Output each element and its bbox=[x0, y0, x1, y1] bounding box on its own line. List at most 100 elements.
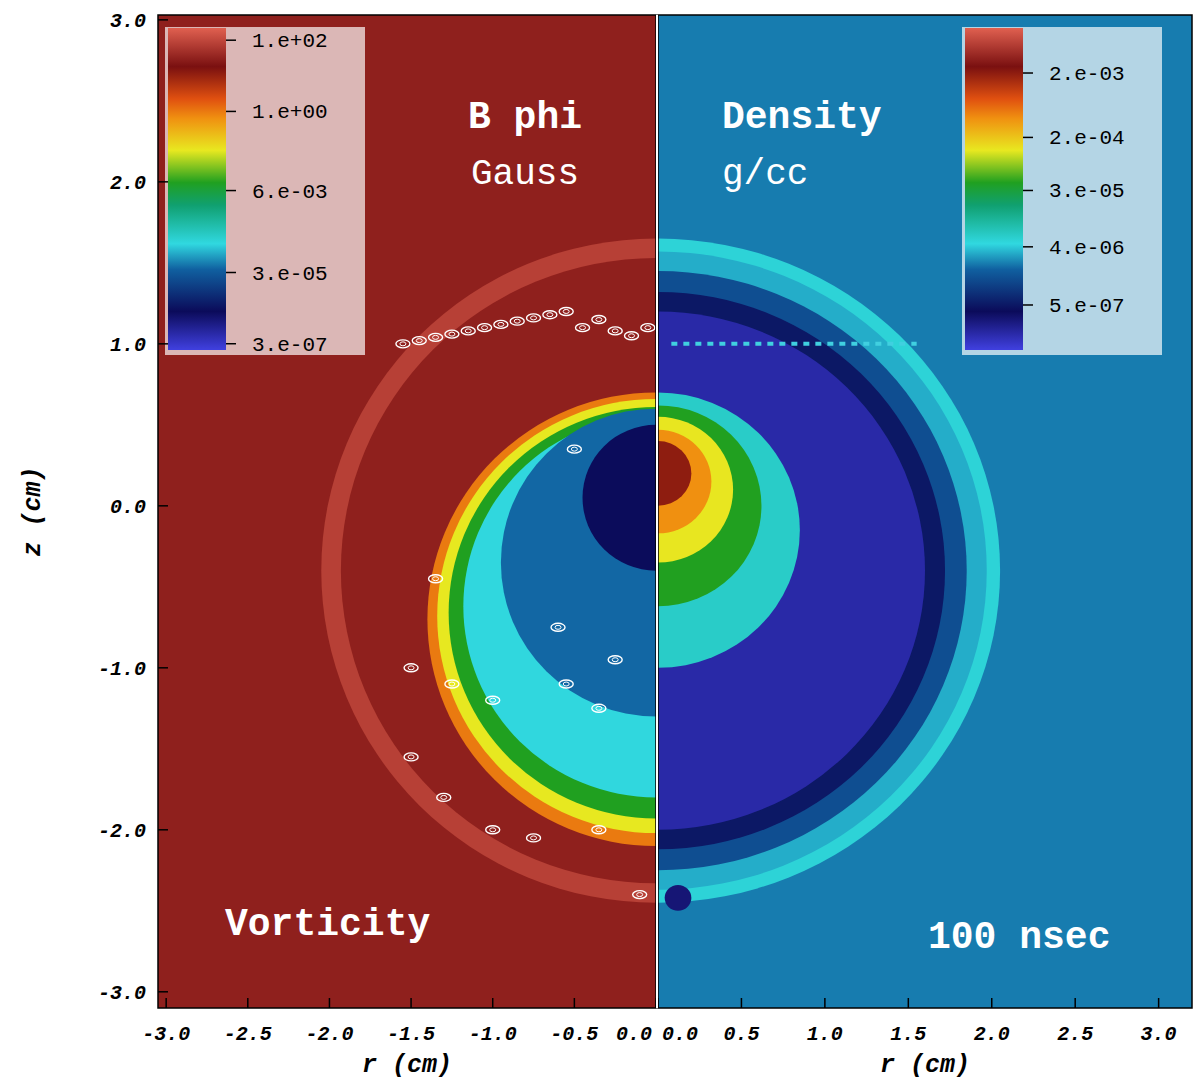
x-tick bbox=[492, 998, 494, 1008]
colorbar-tick-label: 6.e-03 bbox=[252, 181, 328, 204]
vorticity-contour bbox=[449, 682, 455, 686]
colorbar-tick bbox=[226, 111, 236, 113]
vorticity-contour bbox=[445, 680, 459, 688]
panel-divider bbox=[656, 15, 658, 1008]
figure: 1.e+021.e+006.e-033.e-053.e-07B phiGauss… bbox=[0, 0, 1200, 1087]
vorticity-contour bbox=[559, 680, 573, 688]
vorticity-contour bbox=[478, 324, 492, 332]
vorticity-contour bbox=[498, 322, 504, 326]
vorticity-contour bbox=[514, 319, 520, 323]
x-tick-label: -2.0 bbox=[305, 1023, 353, 1046]
x-tick bbox=[165, 998, 167, 1008]
vorticity-contour bbox=[486, 696, 500, 704]
vorticity-contour bbox=[571, 447, 577, 451]
vorticity-contour bbox=[641, 324, 655, 332]
vorticity-contour bbox=[567, 445, 581, 453]
vorticity-contour bbox=[490, 698, 496, 702]
colorbar-tick bbox=[1023, 137, 1033, 139]
vorticity-contour bbox=[576, 324, 590, 332]
y-tick-label: -3.0 bbox=[98, 982, 146, 1005]
x-tick bbox=[410, 998, 412, 1008]
colorbar-tick bbox=[226, 190, 236, 192]
vorticity-contour bbox=[437, 793, 451, 801]
vorticity-contour bbox=[433, 335, 439, 339]
field-region bbox=[321, 239, 656, 903]
colorbar-box bbox=[962, 27, 1162, 355]
vorticity-contour bbox=[592, 704, 606, 712]
x-tick-label: -2.5 bbox=[224, 1023, 272, 1046]
y-tick bbox=[158, 991, 168, 993]
vorticity-contour bbox=[596, 706, 602, 710]
y-tick bbox=[158, 181, 168, 183]
field bbox=[658, 15, 1192, 1008]
vorticity-contour bbox=[592, 826, 606, 834]
y-tick-label: 1.0 bbox=[110, 334, 146, 357]
colorbar-tick bbox=[1023, 190, 1033, 192]
y-tick-label: 2.0 bbox=[110, 172, 146, 195]
vorticity-contour bbox=[563, 682, 569, 686]
vorticity-contour bbox=[563, 309, 569, 313]
colorbar-tick bbox=[1023, 72, 1033, 74]
x-axis-title: r (cm) bbox=[362, 1051, 452, 1080]
vorticity-contour bbox=[625, 332, 639, 340]
field-region bbox=[658, 271, 967, 870]
vorticity-contour bbox=[404, 664, 418, 672]
field-region bbox=[658, 430, 711, 534]
vorticity-contour bbox=[645, 326, 651, 330]
y-tick bbox=[158, 667, 168, 669]
colorbar-tick-label: 4.e-06 bbox=[1049, 237, 1125, 260]
y-axis-title: z (cm) bbox=[19, 466, 48, 556]
y-tick-label: -2.0 bbox=[98, 820, 146, 843]
vorticity-contour bbox=[416, 339, 422, 343]
panel-title: B phi bbox=[468, 96, 582, 139]
vorticity-contour bbox=[527, 314, 541, 322]
colorbar-tick-label: 2.e-03 bbox=[1049, 63, 1125, 86]
vorticity-contour bbox=[547, 313, 553, 317]
field-region bbox=[658, 252, 987, 890]
panel-annotation: Vorticity bbox=[225, 903, 430, 946]
vorticity-contour bbox=[465, 329, 471, 333]
field-region bbox=[437, 399, 656, 833]
vorticity-contour bbox=[596, 318, 602, 322]
field-region bbox=[658, 292, 945, 849]
vorticity-contour bbox=[396, 340, 410, 348]
vorticity-contour bbox=[494, 320, 508, 328]
y-tick bbox=[158, 829, 168, 831]
x-tick-label: -3.0 bbox=[142, 1023, 190, 1046]
x-tick-label: 0.0 bbox=[616, 1023, 652, 1046]
vorticity-contour bbox=[596, 828, 602, 832]
vorticity-contour bbox=[633, 891, 647, 899]
vorticity-contour bbox=[482, 326, 488, 330]
field bbox=[158, 15, 656, 1008]
x-tick bbox=[908, 998, 910, 1008]
field-region bbox=[341, 258, 656, 883]
vorticity-contour bbox=[608, 327, 622, 335]
x-tick bbox=[574, 998, 576, 1008]
field-region bbox=[583, 425, 656, 571]
y-tick-label: -1.0 bbox=[98, 658, 146, 681]
colorbar-tick bbox=[226, 272, 236, 274]
panel-annotation: 100 nsec bbox=[928, 916, 1110, 959]
vorticity-contour bbox=[408, 666, 414, 670]
vorticity-contour bbox=[490, 828, 496, 832]
field-region bbox=[658, 417, 733, 563]
colorbar-tick bbox=[226, 39, 236, 41]
x-axis-title: r (cm) bbox=[880, 1051, 970, 1080]
vorticity-contour bbox=[400, 342, 406, 346]
x-tick-label: 1.0 bbox=[807, 1023, 843, 1046]
colorbar-tick-label: 3.e-05 bbox=[252, 263, 328, 286]
y-tick bbox=[158, 19, 168, 21]
y-tick-label: 0.0 bbox=[110, 496, 146, 519]
x-tick-label: -1.5 bbox=[387, 1023, 435, 1046]
y-tick-label: 3.0 bbox=[110, 10, 146, 33]
x-tick-label: -1.0 bbox=[469, 1023, 517, 1046]
colorbar bbox=[965, 28, 1023, 350]
field-region bbox=[658, 239, 1000, 903]
vorticity-contour bbox=[449, 332, 455, 336]
field-region bbox=[427, 392, 656, 846]
vorticity-contour bbox=[486, 826, 500, 834]
vorticity-contour bbox=[531, 836, 537, 840]
vorticity-contour bbox=[527, 834, 541, 842]
colorbar-tick-label: 1.e+02 bbox=[252, 30, 328, 53]
x-tick-label: 3.0 bbox=[1141, 1023, 1177, 1046]
